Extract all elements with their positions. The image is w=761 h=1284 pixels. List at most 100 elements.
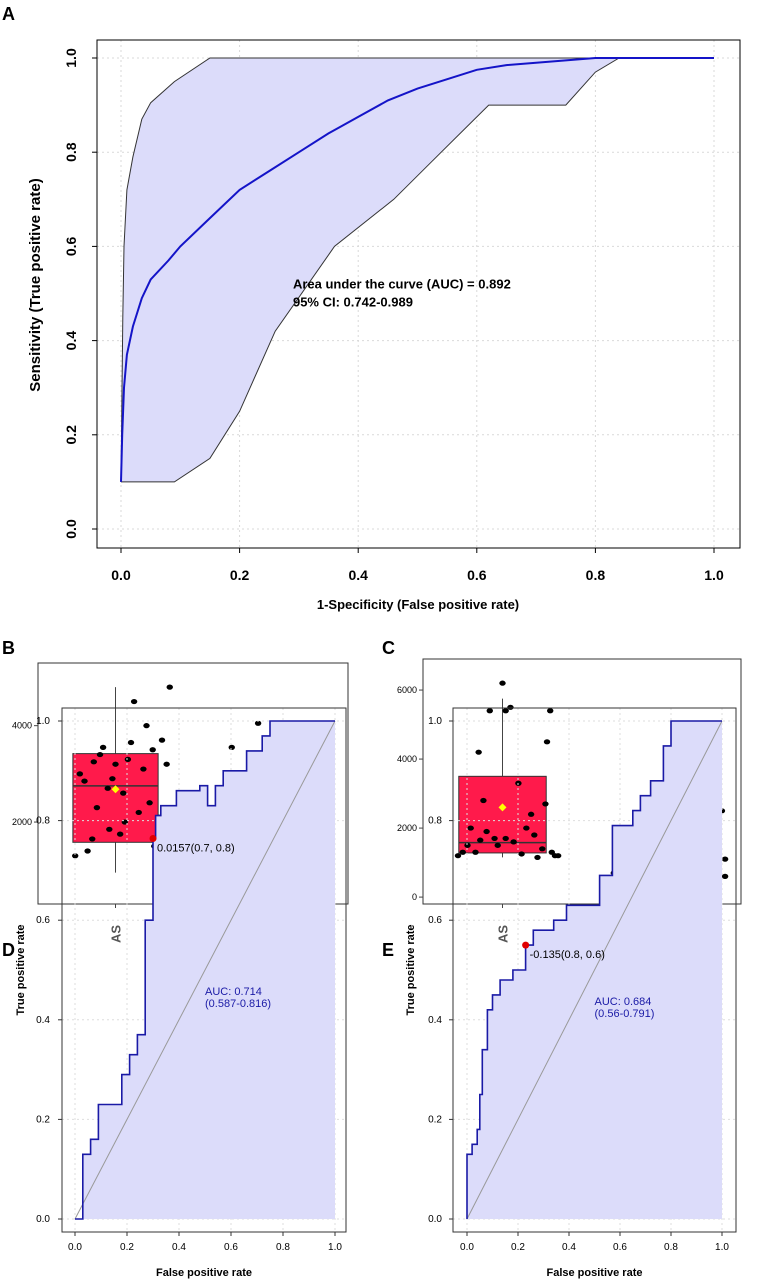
data-point	[146, 800, 153, 806]
x-tick-label: 1.0	[704, 567, 724, 583]
x-tick-label: 0.2	[511, 1242, 525, 1253]
ci-upper-line	[120, 57, 714, 482]
y-tick-label: 0.4	[36, 1015, 50, 1026]
data-point	[480, 797, 487, 804]
data-point	[149, 747, 156, 753]
y-tick-label: 0.8	[36, 816, 50, 827]
x-tick-label: 0.8	[664, 1242, 678, 1253]
data-point	[143, 723, 150, 729]
plot-frame	[452, 707, 737, 1233]
mean-marker	[111, 785, 120, 794]
data-point	[527, 811, 535, 817]
data-point	[472, 849, 479, 855]
data-point	[459, 849, 466, 855]
data-point	[483, 828, 490, 835]
y-tick-label: 4000	[397, 754, 417, 764]
data-point	[90, 759, 98, 765]
x-axis-title: False positive rate	[156, 1267, 252, 1279]
panel-letter-d: D	[2, 940, 15, 960]
data-point	[494, 842, 501, 848]
x-axis-title: 1-Specificity (False positive rate)	[317, 597, 519, 612]
data-point	[499, 680, 506, 686]
data-point	[99, 744, 107, 750]
data-point	[507, 704, 514, 710]
data-point	[542, 801, 549, 807]
cutoff-label: 0.0157(0.7, 0.8)	[157, 843, 235, 855]
data-point	[543, 739, 551, 745]
data-point	[547, 708, 554, 714]
y-tick-label: 1.0	[63, 48, 79, 68]
y-tick-label: 0.8	[428, 816, 442, 827]
x-tick-label: 0.2	[120, 1242, 134, 1253]
y-tick-label: 0.4	[428, 1015, 442, 1026]
panel-letter-b: B	[2, 638, 15, 658]
data-point	[84, 848, 91, 854]
panel-a-roc-with-ci: 0.0 0.2 0.4 0.6 0.8 1.0 0.0 0.2 0.4 0.6 0.8 1.0 1-Sp…	[27, 39, 741, 612]
y-tick-label: 0.0	[63, 519, 79, 539]
data-point	[163, 761, 170, 767]
y-tick-label: 0.6	[428, 915, 442, 926]
y-tick-label: 0.4	[63, 331, 79, 351]
data-point	[228, 744, 235, 750]
data-point	[116, 831, 124, 837]
y-tick-label: 0.6	[63, 236, 79, 256]
auc-label: AUC: 0.684	[595, 996, 652, 1008]
x-tick-label: 0.6	[224, 1242, 238, 1253]
data-point	[454, 853, 462, 859]
data-point	[475, 749, 482, 755]
category-label: AS	[109, 925, 124, 943]
y-tick-label: 0.2	[428, 1114, 442, 1125]
category-label: AS	[496, 925, 511, 943]
x-tick-label: 0.6	[613, 1242, 627, 1253]
data-point	[166, 684, 173, 690]
auc-ci-label: (0.587-0.816)	[205, 998, 271, 1010]
box-as	[72, 753, 159, 843]
y-tick-label: 0.2	[63, 425, 79, 445]
data-point	[486, 708, 493, 714]
y-tick-label: 0.6	[36, 915, 50, 926]
data-point	[104, 785, 111, 791]
data-point	[89, 836, 96, 842]
plot-frame	[96, 39, 741, 549]
x-tick-label: 0.0	[111, 567, 131, 583]
x-tick-label: 0.0	[68, 1242, 82, 1253]
x-tick-label: 0.2	[230, 567, 250, 583]
x-axis-title: False positive rate	[547, 1267, 643, 1279]
data-point	[523, 825, 530, 831]
data-point	[124, 756, 132, 763]
data-point	[467, 825, 474, 831]
y-axis-title: True positive rate	[15, 924, 27, 1015]
roc-curve	[120, 57, 714, 482]
data-point	[130, 698, 138, 705]
data-point	[140, 766, 147, 772]
x-tick-label: 1.0	[328, 1242, 342, 1253]
y-tick-label: 0.8	[63, 142, 79, 162]
y-tick-label: 0	[412, 892, 417, 902]
data-point	[502, 708, 509, 714]
diagonal-reference	[74, 720, 336, 1220]
data-point	[534, 854, 541, 861]
ci-lower-line	[121, 57, 714, 483]
panel-e-roc: -0.135(0.8, 0.6) AUC: 0.684(0.56-0.791) 0.…	[405, 707, 737, 1279]
x-tick-label: 0.4	[172, 1242, 186, 1253]
auc-label: AUC: 0.714	[205, 986, 262, 998]
data-point	[721, 856, 729, 862]
data-point	[93, 805, 101, 811]
panel-letter-c: C	[382, 638, 395, 658]
x-tick-label: 0.4	[562, 1242, 576, 1253]
data-point	[721, 873, 729, 879]
x-tick-label: 1.0	[715, 1242, 729, 1253]
data-point	[477, 837, 484, 843]
data-point	[518, 851, 525, 857]
y-tick-label: 1.0	[428, 716, 442, 727]
y-tick-label: 4000	[12, 721, 32, 731]
x-tick-label: 0.4	[348, 567, 368, 583]
panel-letter-a: A	[2, 4, 15, 24]
x-tick-label: 0.8	[586, 567, 606, 583]
y-axis-title: True positive rate	[405, 924, 417, 1015]
diagonal-reference	[466, 720, 723, 1220]
plot-frame	[61, 707, 347, 1233]
y-tick-label: 1.0	[36, 716, 50, 727]
data-point	[464, 842, 471, 848]
